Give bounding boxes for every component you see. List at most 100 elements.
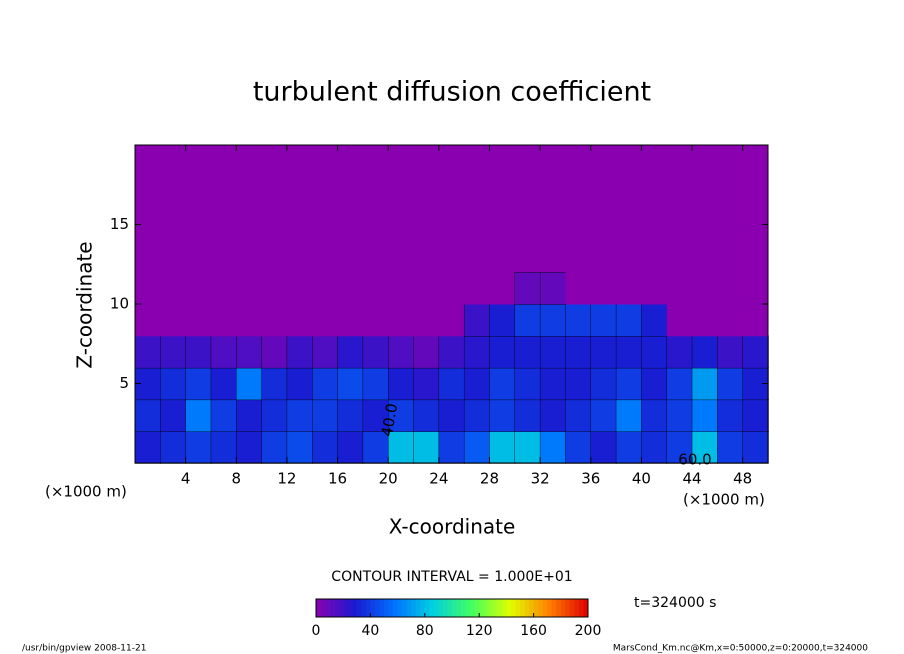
heatmap-cell xyxy=(413,367,440,401)
footer-left: /usr/bin/gpview 2008-11-21 xyxy=(22,644,146,654)
heatmap-cell xyxy=(185,399,212,432)
y-tick-label: 5 xyxy=(119,374,129,392)
heatmap-cell xyxy=(312,335,339,369)
heatmap-cell xyxy=(134,399,162,432)
heatmap-cell xyxy=(210,399,237,432)
heatmap-cell xyxy=(565,367,592,401)
heatmap-cell xyxy=(489,399,516,432)
heatmap-cell xyxy=(413,304,440,337)
heatmap-cell xyxy=(362,335,389,369)
heatmap-cell xyxy=(463,367,491,401)
heatmap-cell xyxy=(463,399,491,432)
heatmap-cell xyxy=(514,303,541,337)
heatmap-cell xyxy=(717,431,744,464)
heatmap-cell xyxy=(539,303,567,337)
heatmap-cell xyxy=(135,272,161,305)
heatmap-cell xyxy=(742,272,769,305)
y-tick-label: 15 xyxy=(110,215,129,233)
colorbar-segment xyxy=(551,599,557,617)
colorbar-segment xyxy=(542,599,548,617)
heatmap-cell xyxy=(236,304,263,337)
colorbar-segment xyxy=(334,599,339,617)
heatmap-cell xyxy=(160,272,187,305)
heatmap-cell xyxy=(286,431,313,464)
x-unit-label: (×1000 m) xyxy=(683,491,765,509)
footer-right: MarsCond_Km.nc@Km,x=0:50000,z=0:20000,t=… xyxy=(613,644,868,654)
colorbar-segment xyxy=(506,599,512,617)
colorbar-segment xyxy=(556,599,562,617)
heatmap-cell xyxy=(388,304,415,337)
colorbar-segment xyxy=(474,599,480,617)
x-axis-label: X-coordinate xyxy=(389,515,516,539)
heatmap-cell xyxy=(286,367,313,401)
heatmap-cell xyxy=(236,367,263,401)
heatmap-cell xyxy=(615,335,643,369)
colorbar-tick-label: 120 xyxy=(466,623,493,639)
x-tick-label: 16 xyxy=(328,470,347,488)
colorbar-segment xyxy=(479,599,485,617)
heatmap-cell xyxy=(337,335,364,369)
heatmap-cell xyxy=(337,367,364,401)
colorbar-segment xyxy=(465,599,471,617)
colorbar-segment xyxy=(352,599,358,617)
heatmap-cell xyxy=(717,399,744,432)
heatmap-cell xyxy=(362,367,389,401)
heatmap-cell xyxy=(464,272,490,305)
colorbar-segment xyxy=(470,599,475,617)
heatmap-cell xyxy=(590,335,617,369)
heatmap-cell xyxy=(489,335,516,369)
heatmap-cell xyxy=(590,272,617,305)
colorbar-frame xyxy=(315,598,589,618)
heatmap-cell xyxy=(666,367,693,401)
heatmap-cell xyxy=(134,431,162,464)
heatmap-cell xyxy=(413,335,440,369)
heatmap-cell xyxy=(742,335,769,369)
colorbar-segment xyxy=(501,599,507,617)
heatmap-cell xyxy=(185,367,212,401)
chart-title: turbulent diffusion coefficient xyxy=(253,77,651,108)
colorbar-segment xyxy=(538,599,543,617)
colorbar-segment xyxy=(406,599,412,617)
heatmap-cell xyxy=(210,272,237,305)
colorbar-segment xyxy=(356,599,362,617)
heatmap-cell xyxy=(463,335,491,369)
contour-label: 40.0 xyxy=(378,402,402,438)
heatmap-cell xyxy=(590,303,617,337)
x-tick-label: 36 xyxy=(581,470,600,488)
heatmap-cell xyxy=(691,399,719,432)
heatmap-cell xyxy=(742,304,769,337)
heatmap-cell xyxy=(666,304,693,337)
colorbar-segment xyxy=(370,599,376,617)
heatmap-cell xyxy=(438,367,465,401)
heatmap-cell xyxy=(438,304,465,337)
heatmap-cell xyxy=(261,272,288,305)
heatmap-cell xyxy=(261,304,288,337)
x-tick-label: 48 xyxy=(733,470,752,488)
heatmap-cell xyxy=(160,335,187,369)
heatmap-cell xyxy=(261,335,288,369)
heatmap-cell xyxy=(641,431,668,464)
colorbar-segment xyxy=(578,599,584,617)
colorbar-segment xyxy=(424,599,430,617)
colorbar-segment xyxy=(338,599,344,617)
heatmap-cell xyxy=(615,431,643,464)
heatmap-cell xyxy=(539,335,567,369)
heatmap-cell xyxy=(590,399,617,432)
heatmap-cell xyxy=(286,304,313,337)
heatmap-cell xyxy=(717,367,744,401)
heatmap-cell xyxy=(286,335,313,369)
heatmap-cell xyxy=(438,399,465,432)
heatmap-cell xyxy=(539,367,567,401)
x-tick-label: 24 xyxy=(429,470,448,488)
colorbar-tick-label: 160 xyxy=(520,623,547,639)
heatmap-cell xyxy=(185,304,212,337)
heatmap-cell xyxy=(565,272,592,305)
heatmap-cell xyxy=(388,335,415,369)
heatmap-cell xyxy=(641,367,668,401)
colorbar-segment xyxy=(329,599,335,617)
heatmap-cell xyxy=(590,367,617,401)
heatmap-cell xyxy=(388,272,415,305)
heatmap-cell xyxy=(210,367,237,401)
x-tick-label: 20 xyxy=(379,470,398,488)
heatmap-cell xyxy=(160,304,187,337)
